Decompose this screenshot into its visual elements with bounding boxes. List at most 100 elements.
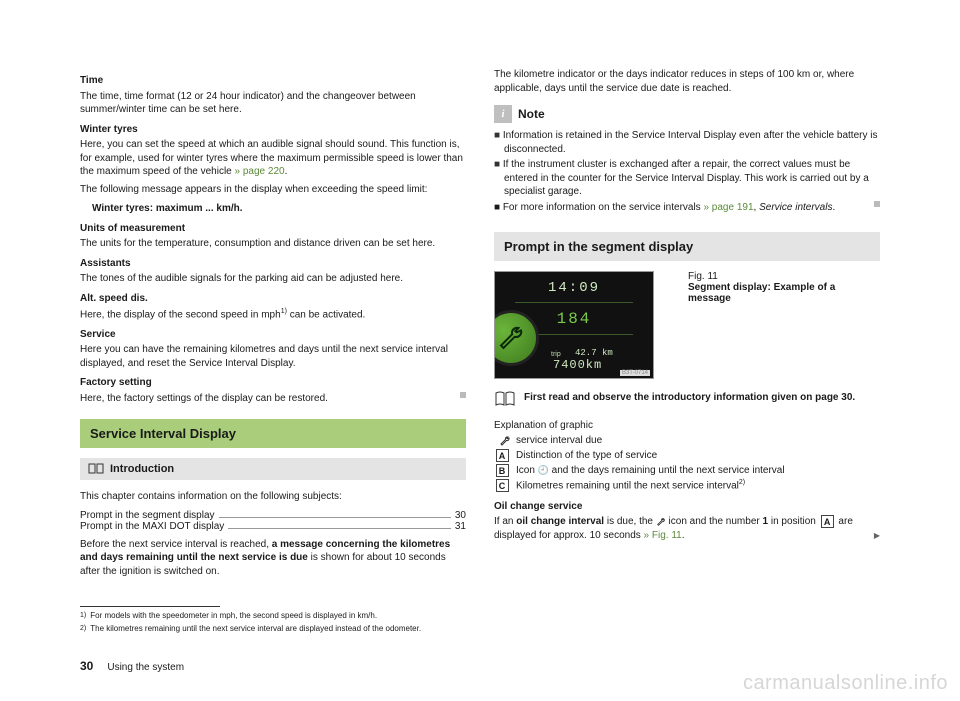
toc-1-page: 30 xyxy=(455,510,466,521)
service-text: Here you can have the remaining kilometr… xyxy=(80,343,466,370)
page-number: 30 xyxy=(80,659,93,673)
toc-row-2: Prompt in the MAXI DOT display 31 xyxy=(80,521,466,532)
footer-section: Using the system xyxy=(107,662,184,673)
toc-2-page: 31 xyxy=(455,521,466,532)
oil-f: in position xyxy=(768,516,819,527)
wrench-icon xyxy=(496,323,526,353)
expl-wrench-text: service interval due xyxy=(516,435,602,446)
oil-end: . xyxy=(682,530,685,541)
key-c: C xyxy=(496,479,509,492)
explanation-heading: Explanation of graphic xyxy=(494,419,880,433)
fn2-text: The kilometres remaining until the next … xyxy=(90,624,421,634)
oil-change-text: If an oil change interval is due, the ic… xyxy=(494,515,880,542)
prompt-segment-title: Prompt in the segment display xyxy=(494,232,880,261)
expl-a-row: A Distinction of the type of service xyxy=(494,449,880,462)
expl-a-text: Distinction of the type of service xyxy=(516,450,657,461)
page-220-link[interactable]: » page 220 xyxy=(235,166,285,177)
alt-speed-heading: Alt. speed dis. xyxy=(80,292,466,306)
fig-number: Fig. 11 xyxy=(688,271,880,282)
factory-text-span: Here, the factory settings of the displa… xyxy=(80,392,328,406)
expl-wrench-row: service interval due xyxy=(494,435,880,447)
note-list: Information is retained in the Service I… xyxy=(494,129,880,214)
wrench-badge xyxy=(494,310,539,366)
note3-a: For more information on the service inte… xyxy=(503,202,704,213)
alt-a: Here, the display of the second speed in… xyxy=(80,309,281,320)
right-column: The kilometre indicator or the days indi… xyxy=(494,68,880,636)
fig-title: Segment display: Example of a message xyxy=(688,282,880,304)
figure-11: 14:09 184 trip 42.7 km 7400km B3T-0714 A… xyxy=(494,271,880,379)
section-end-marker xyxy=(874,201,880,207)
fig-code: B3T-0714 xyxy=(620,370,650,376)
alt-speed-text: Here, the display of the second speed in… xyxy=(80,307,466,322)
continue-marker: ▶ xyxy=(874,531,880,542)
before-a: Before the next service interval is reac… xyxy=(80,539,272,550)
note-3: ■ For more information on the service in… xyxy=(494,201,880,215)
key-b: B xyxy=(496,464,509,477)
wt-text-b: . xyxy=(285,166,288,177)
toc-dots xyxy=(219,517,451,518)
units-heading: Units of measurement xyxy=(80,222,466,236)
factory-text: Here, the factory settings of the displa… xyxy=(80,392,466,406)
assistants-text: The tones of the audible signals for the… xyxy=(80,272,466,286)
expl-b-text: Icon 🕘 and the days remaining until the … xyxy=(516,465,785,476)
watermark: carmanualsonline.info xyxy=(743,672,948,695)
note3-c: . xyxy=(832,202,835,213)
note-1: Information is retained in the Service I… xyxy=(494,129,880,156)
expl-c-row: C Kilometres remaining until the next se… xyxy=(494,479,880,492)
factory-heading: Factory setting xyxy=(80,376,466,390)
wrench-icon-inline xyxy=(656,517,666,527)
winter-tyres-text: Here, you can set the speed at which an … xyxy=(80,138,466,179)
fn1-text: For models with the speedometer in mph, … xyxy=(90,611,377,621)
read-first-row: First read and observe the introductory … xyxy=(494,391,880,407)
expl-c-text: Kilometres remaining until the next serv… xyxy=(516,479,745,491)
oil-b: oil change interval xyxy=(516,516,604,527)
km-indicator-text: The kilometre indicator or the days indi… xyxy=(494,68,880,95)
key-a: A xyxy=(496,449,509,462)
expl-b-row: B Icon 🕘 and the days remaining until th… xyxy=(494,464,880,477)
note-2: If the instrument cluster is exchanged a… xyxy=(494,158,880,199)
alt-b: can be activated. xyxy=(287,309,365,320)
units-text: The units for the temperature, consumpti… xyxy=(80,237,466,251)
introduction-subheading: Introduction xyxy=(80,458,466,480)
clock-icon: 🕘 xyxy=(538,465,549,475)
toc-row-1: Prompt in the segment display 30 xyxy=(80,510,466,521)
time-heading: Time xyxy=(80,74,466,88)
wt-message: Winter tyres: maximum ... km/h. xyxy=(92,202,466,216)
introduction-label: Introduction xyxy=(110,463,174,475)
oil-d: icon and the number xyxy=(666,516,763,527)
oil-a: If an xyxy=(494,516,516,527)
fig-7400: 7400km xyxy=(553,358,602,372)
chapter-intro: This chapter contains information on the… xyxy=(80,490,466,504)
read-first-text: First read and observe the introductory … xyxy=(524,391,855,405)
oil-change-heading: Oil change service xyxy=(494,500,880,514)
expl-b-a: Icon xyxy=(516,465,538,476)
service-interval-display-title: Service Interval Display xyxy=(80,419,466,448)
fig-11-link[interactable]: » Fig. 11 xyxy=(644,530,682,541)
time-text: The time, time format (12 or 24 hour ind… xyxy=(80,90,466,117)
fig-trip: trip xyxy=(551,351,561,358)
note3-italic: Service intervals xyxy=(759,202,832,213)
left-column: Time The time, time format (12 or 24 hou… xyxy=(80,68,466,636)
assistants-heading: Assistants xyxy=(80,257,466,271)
page-191-link[interactable]: » page 191 xyxy=(703,202,753,213)
winter-tyres-heading: Winter tyres xyxy=(80,123,466,137)
service-heading: Service xyxy=(80,328,466,342)
wt-message-intro: The following message appears in the dis… xyxy=(80,183,466,197)
note-heading: i Note xyxy=(494,105,880,123)
note-label: Note xyxy=(518,107,545,121)
figure-caption: Fig. 11 Segment display: Example of a me… xyxy=(664,271,880,379)
toc-dots xyxy=(228,528,451,529)
fig-184: 184 xyxy=(557,310,592,328)
key-a-inline: A xyxy=(821,515,834,528)
expl-b-b: and the days remaining until the next se… xyxy=(549,465,785,476)
segment-display-illustration: 14:09 184 trip 42.7 km 7400km B3T-0714 A… xyxy=(494,271,654,379)
expl-c-a: Kilometres remaining until the next serv… xyxy=(516,480,739,491)
open-book-icon xyxy=(494,391,516,407)
info-icon: i xyxy=(494,105,512,123)
section-end-marker xyxy=(460,392,466,398)
fig-km: 42.7 km xyxy=(575,348,613,358)
book-icon xyxy=(88,463,104,475)
footnote-1: 1)For models with the speedometer in mph… xyxy=(80,611,466,621)
footnote-ref-2: 2) xyxy=(739,479,745,486)
footnote-2: 2)The kilometres remaining until the nex… xyxy=(80,624,466,634)
